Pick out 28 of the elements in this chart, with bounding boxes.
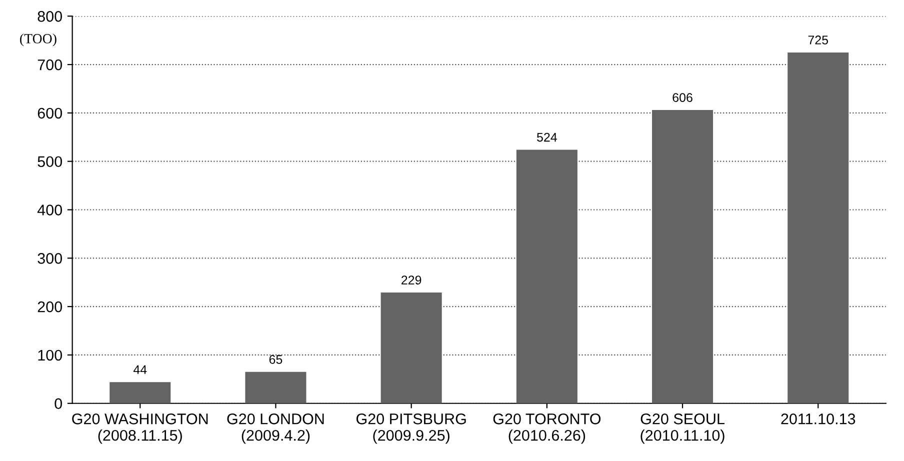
data-label: 725 [808, 36, 828, 44]
y-tick-label: 100 [38, 350, 62, 361]
bar [245, 372, 306, 404]
bar [110, 382, 171, 404]
data-label: 44 [133, 365, 147, 374]
x-tick-label: G20 SEOUL (2010.11.10) [640, 414, 724, 444]
bar [516, 150, 578, 404]
bar [652, 110, 714, 404]
y-tick-label: 500 [38, 156, 62, 168]
x-tick-label: G20 LONDON (2009.4.2) [227, 414, 324, 444]
y-tick-label: 600 [38, 108, 62, 119]
data-label: 606 [672, 93, 692, 102]
x-tick-label: G20 WASHINGTON (2008.11.15) [72, 414, 208, 444]
y-tick-label: 400 [37, 204, 62, 216]
data-label: 229 [402, 276, 422, 284]
data-label: 65 [269, 355, 282, 364]
x-tick-label: G20 TORONTO (2010.6.26) [493, 414, 601, 444]
bar [788, 52, 849, 404]
y-tick-label: 200 [38, 301, 62, 312]
y-tick-label: 0 [54, 398, 62, 410]
bar [380, 292, 442, 404]
data-label: 524 [536, 132, 557, 142]
x-tick-label: 2011.10.13 [781, 414, 856, 424]
x-tick-label: G20 PITSBURG (2009.9.25) [356, 414, 466, 444]
y-axis-title: (TOO) [20, 34, 56, 46]
y-tick-label: 700 [38, 59, 62, 70]
y-tick-label: 300 [38, 253, 62, 264]
y-tick-label: 800 [38, 11, 62, 22]
